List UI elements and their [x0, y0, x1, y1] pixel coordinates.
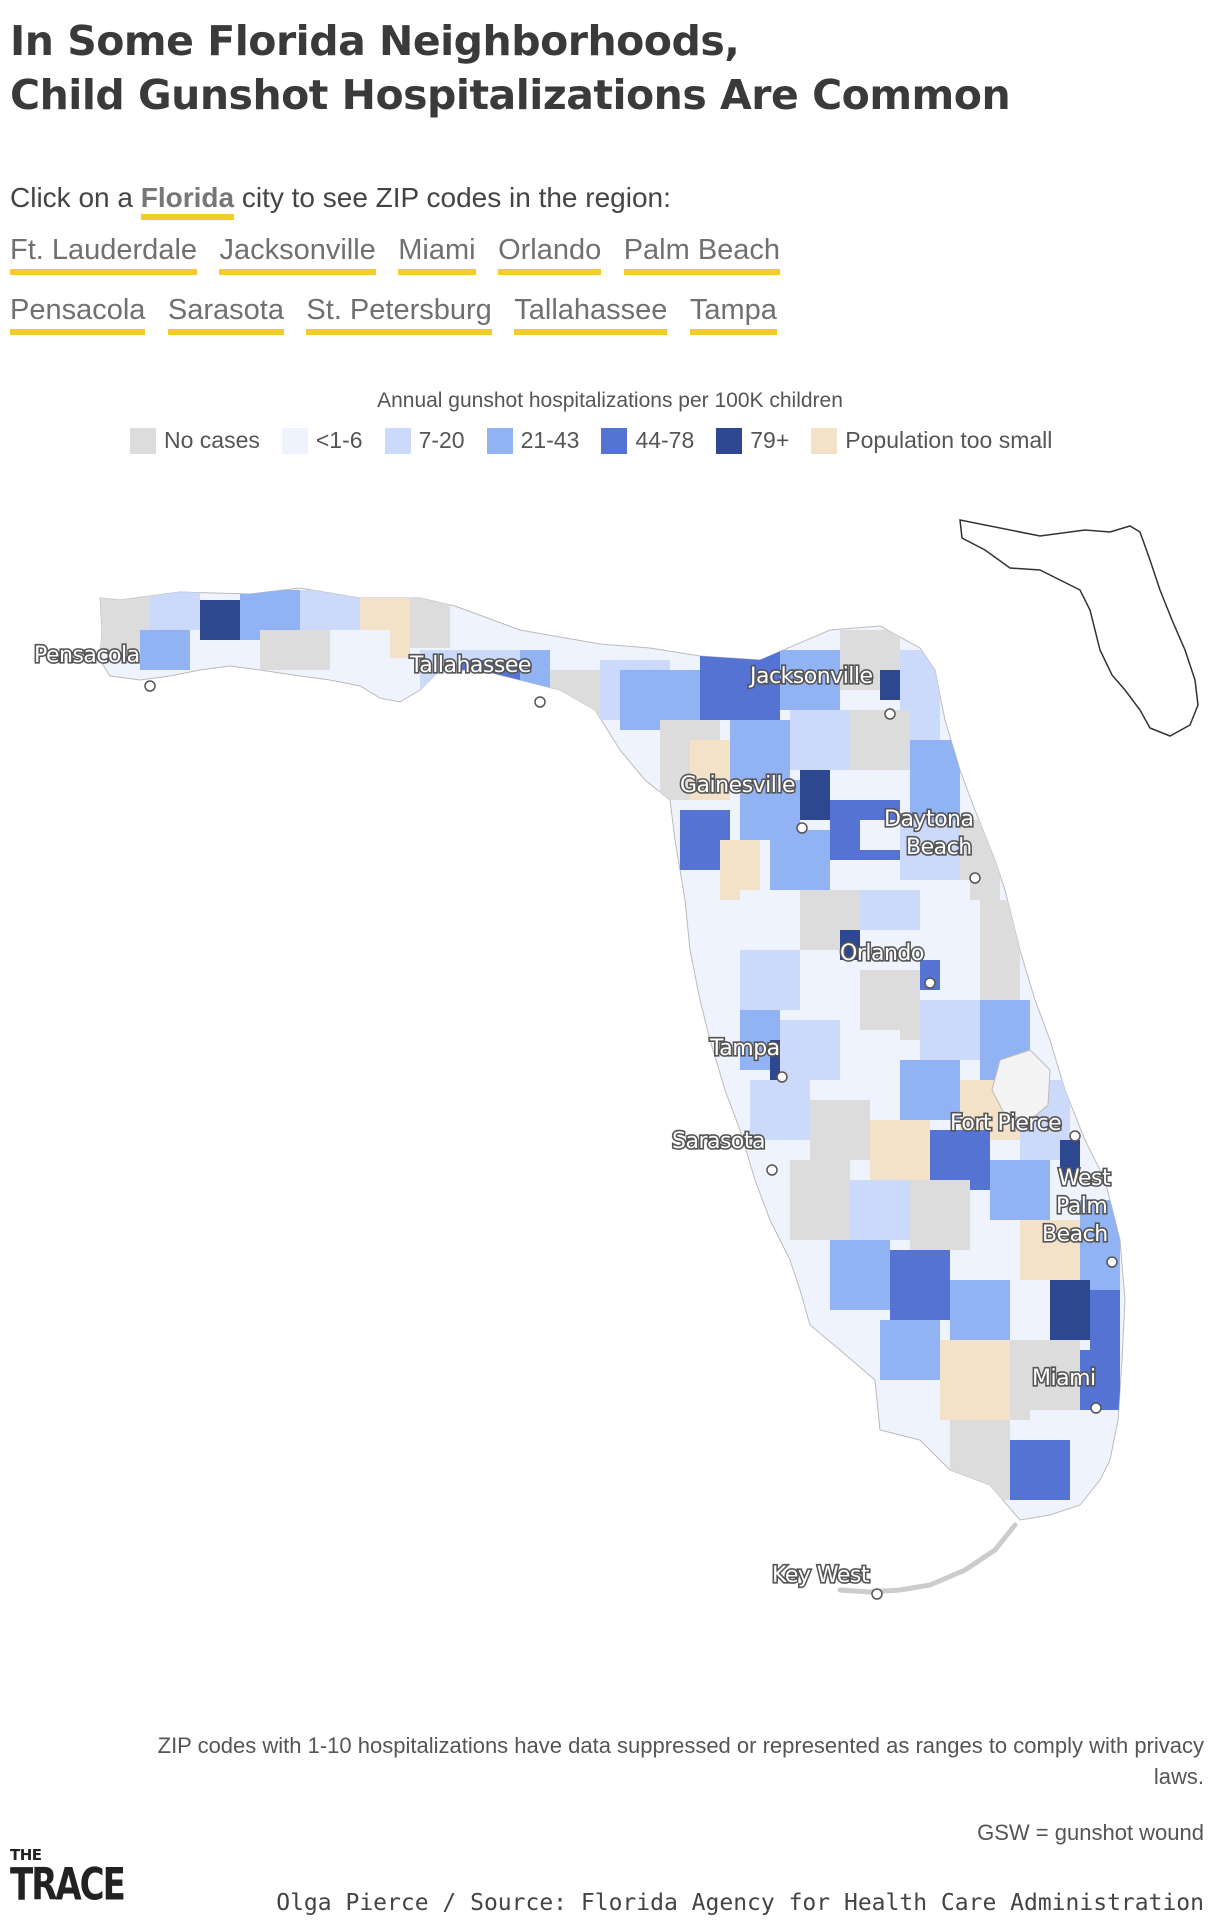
page-title: In Some Florida Neighborhoods, Child Gun… — [10, 14, 1110, 122]
city-label-palm: Palm — [1056, 1194, 1107, 1219]
the-trace-logo: THE TRACE — [10, 1846, 126, 1908]
city-link-jacksonville[interactable]: Jacksonville — [219, 233, 376, 275]
legend-label: <1-6 — [315, 427, 363, 453]
lake-okeechobee — [991, 1049, 1051, 1121]
city-label-fort-pierce: Fort Pierce — [950, 1111, 1061, 1136]
city-link-tallahassee[interactable]: Tallahassee — [514, 293, 668, 335]
city-label-gainesville: Gainesville — [680, 773, 795, 798]
legend-item-no-cases: No cases — [130, 427, 260, 454]
intro-prefix: Click on a — [10, 182, 133, 213]
city-label-jacksonville: Jacksonville — [748, 664, 873, 689]
title-line-1: In Some Florida Neighborhoods, — [10, 17, 740, 65]
state-link[interactable]: Florida — [140, 182, 235, 220]
legend-item-44-78: 44-78 — [601, 427, 694, 454]
city-link-palm-beach[interactable]: Palm Beach — [623, 233, 781, 275]
florida-map[interactable]: Pensacola Tallahassee Jacksonville Gaine… — [0, 480, 1220, 1630]
florida-inset-outline — [959, 519, 1199, 737]
city-dot-daytona-beach[interactable] — [969, 872, 981, 884]
legend-label: No cases — [164, 427, 260, 453]
legend-item-7-20: 7-20 — [384, 427, 465, 454]
city-dot-pensacola[interactable] — [144, 680, 156, 692]
legend-swatch — [716, 427, 743, 454]
city-links-row-2: Pensacola Sarasota St. Petersburg Tallah… — [10, 293, 795, 335]
city-link-ft-lauderdale[interactable]: Ft. Lauderdale — [10, 233, 198, 275]
city-dot-orlando[interactable] — [924, 977, 936, 989]
city-dot-gainesville[interactable] — [796, 822, 808, 834]
city-label-west: West — [1058, 1166, 1111, 1191]
title-line-2: Child Gunshot Hospitalizations Are Commo… — [10, 71, 1011, 119]
logo-the: THE — [10, 1846, 42, 1864]
city-dot-miami[interactable] — [1090, 1402, 1102, 1414]
legend-title: Annual gunshot hospitalizations per 100K… — [377, 389, 843, 412]
footnote: ZIP codes with 1-10 hospitalizations hav… — [157, 1733, 1204, 1789]
legend-swatch — [601, 427, 628, 454]
intro-suffix: city to see ZIP codes in the region: — [241, 182, 671, 213]
city-label-daytona-beach: Beach — [906, 835, 972, 860]
city-label-miami: Miami — [1032, 1366, 1096, 1391]
legend-label: 79+ — [750, 427, 790, 453]
legend-item-21-43: 21-43 — [486, 427, 580, 454]
city-dot-sarasota[interactable] — [766, 1164, 778, 1176]
gsw-note: GSW = gunshot wound — [977, 1820, 1204, 1845]
legend-label: 21-43 — [520, 427, 580, 453]
city-dot-tampa[interactable] — [776, 1071, 788, 1083]
source-credit: Olga Pierce / Source: Florida Agency for… — [276, 1890, 1204, 1916]
city-link-pensacola[interactable]: Pensacola — [10, 293, 146, 335]
legend-swatch — [486, 427, 513, 454]
city-link-tampa[interactable]: Tampa — [689, 293, 777, 335]
legend-label: Population too small — [845, 427, 1053, 453]
legend-item-population-too-small: Population too small — [811, 427, 1052, 454]
city-link-st-petersburg[interactable]: St. Petersburg — [306, 293, 492, 335]
legend-swatch — [811, 427, 838, 454]
city-dot-tallahassee[interactable] — [534, 696, 546, 708]
city-label-beach: Beach — [1042, 1222, 1108, 1247]
zip-code-regions — [100, 590, 1120, 1500]
city-dot-key-west[interactable] — [871, 1588, 883, 1600]
city-label-orlando: Orlando — [840, 941, 924, 966]
city-label-sarasota: Sarasota — [672, 1129, 765, 1154]
legend: No cases <1-6 7-20 21-43 44-78 79+ Popul… — [130, 427, 1074, 454]
legend-item-1-6: <1-6 — [281, 427, 363, 454]
logo-trace: TRACE — [10, 1859, 126, 1912]
legend-item-79-plus: 79+ — [716, 427, 789, 454]
city-dot-jacksonville[interactable] — [884, 708, 896, 720]
legend-swatch — [281, 427, 308, 454]
city-label-tampa: Tampa — [709, 1036, 780, 1061]
city-dot-west-palm-beach[interactable] — [1106, 1256, 1118, 1268]
florida-keys — [837, 1522, 1018, 1595]
legend-label: 44-78 — [635, 427, 695, 453]
legend-swatch — [384, 427, 411, 454]
city-link-miami[interactable]: Miami — [398, 233, 476, 275]
city-label-daytona: Daytona — [884, 807, 973, 832]
city-link-orlando[interactable]: Orlando — [498, 233, 602, 275]
city-markers — [144, 680, 1118, 1600]
legend-swatch — [130, 427, 156, 454]
city-link-sarasota[interactable]: Sarasota — [167, 293, 284, 335]
city-dot-fort-pierce[interactable] — [1069, 1130, 1081, 1142]
city-label-tallahassee: Tallahassee — [409, 653, 531, 678]
city-links-row-1: Ft. Lauderdale Jacksonville Miami Orland… — [10, 233, 798, 275]
intro-text: Click on a Florida city to see ZIP codes… — [10, 182, 671, 220]
map-svg[interactable]: Pensacola Tallahassee Jacksonville Gaine… — [0, 480, 1220, 1630]
legend-label: 7-20 — [418, 427, 465, 453]
city-label-key-west: Key West — [772, 1563, 870, 1588]
city-label-pensacola: Pensacola — [34, 643, 140, 668]
